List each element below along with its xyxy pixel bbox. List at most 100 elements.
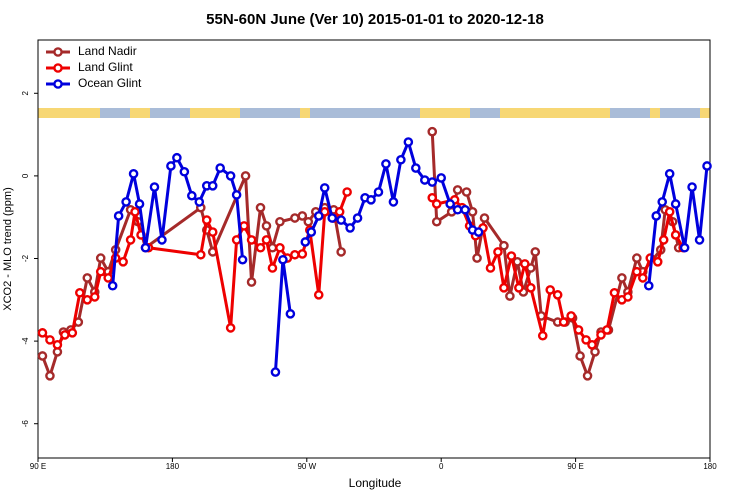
y-tick-label: -6	[21, 420, 30, 428]
y-tick-label: -2	[21, 254, 30, 262]
point	[545, 285, 556, 295]
point	[215, 163, 225, 173]
point	[128, 169, 139, 179]
point	[452, 185, 463, 195]
chart-title: 55N-60N June (Ver 10) 2015-01-01 to 2020…	[206, 11, 544, 28]
point	[334, 207, 345, 217]
point	[687, 182, 697, 192]
point	[303, 216, 314, 227]
y-tick-label: 0	[21, 173, 30, 178]
point	[300, 237, 311, 247]
point	[290, 249, 300, 260]
point	[45, 371, 55, 381]
point	[352, 213, 363, 223]
point	[327, 213, 337, 223]
point	[237, 254, 248, 265]
point	[552, 290, 563, 300]
point	[472, 253, 482, 263]
point	[275, 216, 285, 227]
point	[573, 325, 584, 335]
point	[246, 235, 257, 245]
point	[670, 230, 681, 240]
point	[506, 251, 517, 261]
point	[240, 171, 251, 181]
point	[431, 199, 442, 209]
point	[107, 280, 118, 291]
point	[134, 199, 145, 209]
point	[479, 213, 490, 223]
point	[95, 253, 106, 263]
point	[342, 187, 352, 197]
point	[632, 253, 642, 263]
x-axis-label: Longitude	[349, 476, 402, 490]
point	[313, 290, 324, 300]
point	[345, 223, 355, 233]
point	[157, 235, 167, 245]
point	[396, 154, 406, 165]
point	[231, 190, 242, 200]
point	[461, 187, 472, 197]
point	[270, 367, 281, 377]
point	[187, 190, 197, 201]
point	[485, 263, 496, 273]
point	[125, 235, 136, 245]
point	[664, 169, 675, 179]
point	[609, 287, 620, 298]
point	[246, 277, 257, 287]
point	[657, 197, 668, 207]
point	[427, 192, 438, 203]
x-tick-label: 180	[166, 462, 180, 471]
point	[617, 273, 627, 283]
point	[297, 249, 308, 259]
point	[255, 202, 266, 213]
point	[45, 335, 55, 345]
x-tick-label: 90 W	[297, 462, 316, 471]
point	[575, 351, 585, 361]
point	[514, 283, 524, 293]
point	[225, 171, 236, 181]
point	[373, 187, 384, 197]
point	[67, 328, 78, 338]
point	[121, 197, 131, 207]
point	[520, 259, 530, 269]
point	[95, 266, 106, 277]
point	[239, 221, 249, 231]
legend-label: Ocean Glint	[78, 76, 142, 90]
point	[582, 371, 593, 381]
point	[460, 204, 470, 215]
point	[411, 163, 421, 173]
point	[207, 227, 218, 237]
point	[445, 199, 455, 209]
point	[89, 292, 100, 302]
point	[638, 273, 648, 283]
point	[658, 235, 669, 245]
point	[179, 166, 190, 177]
point	[381, 159, 391, 169]
point	[566, 311, 576, 321]
point	[195, 249, 206, 260]
plot-frame	[37, 39, 711, 459]
point	[82, 295, 93, 305]
point	[290, 213, 300, 223]
point	[473, 227, 484, 237]
point	[278, 254, 288, 265]
point	[336, 215, 346, 225]
point	[702, 161, 712, 171]
point	[499, 283, 509, 293]
point	[207, 181, 218, 191]
point	[336, 247, 346, 257]
point	[602, 325, 612, 335]
y-axis-label: XCO2 - MLO trend (ppm)	[2, 187, 14, 310]
point	[297, 211, 308, 221]
point	[37, 328, 48, 338]
point	[194, 197, 205, 207]
point	[103, 273, 113, 283]
point	[113, 211, 124, 221]
point	[558, 317, 569, 327]
point	[436, 173, 447, 183]
point	[82, 273, 93, 283]
point	[261, 221, 272, 231]
point	[172, 152, 182, 163]
point	[596, 330, 606, 340]
